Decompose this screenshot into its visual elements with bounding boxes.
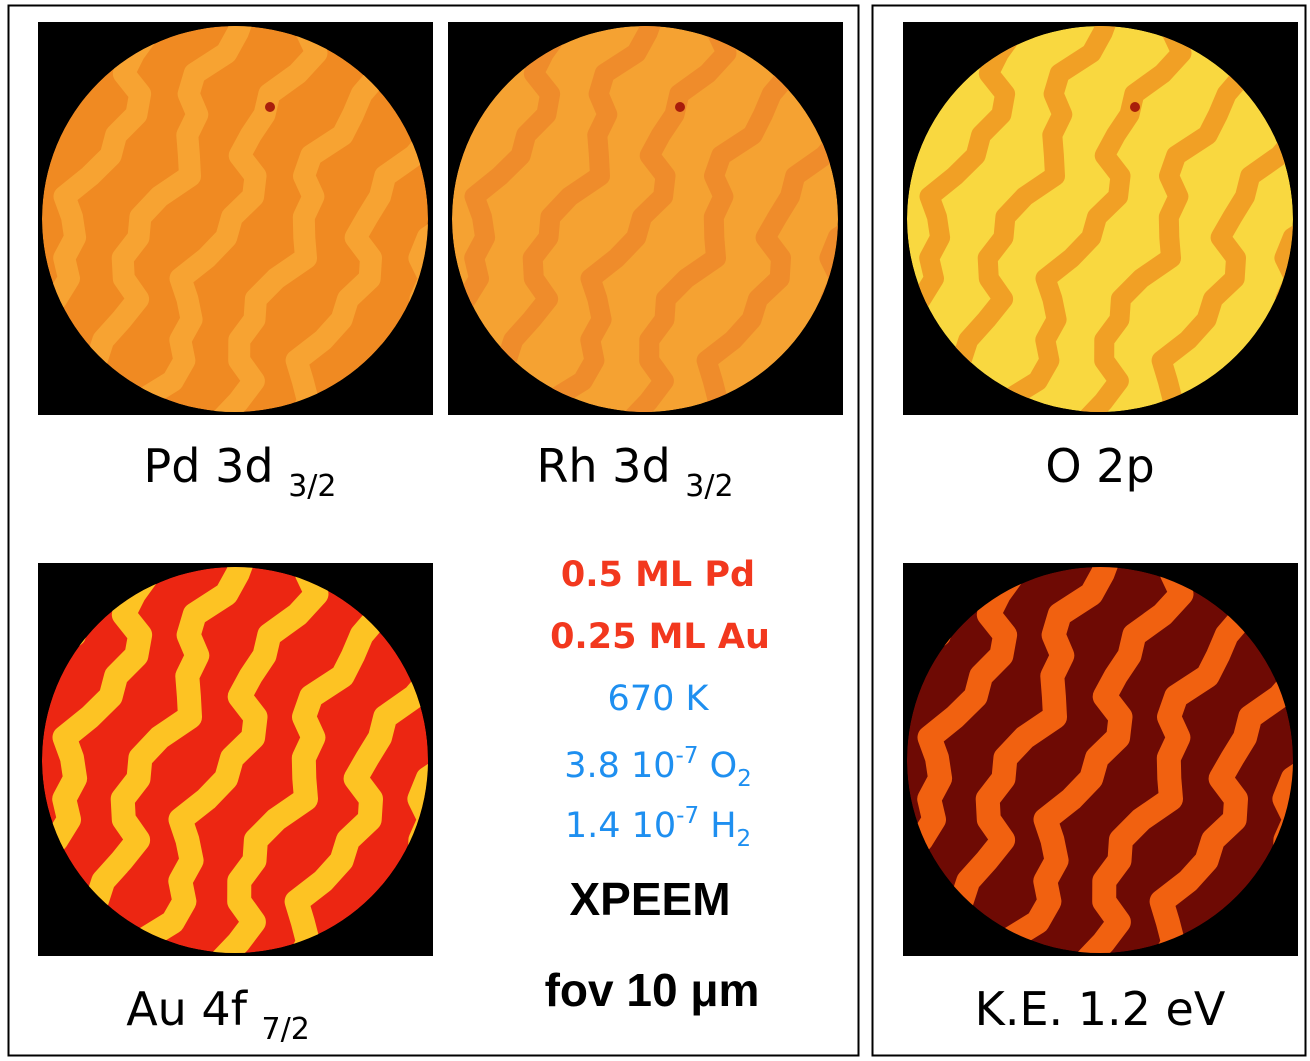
micrograph [783,12,1310,422]
coverage: 0.5 ML Pd [561,555,755,595]
field-of-view: fov 10 μm [545,964,760,1016]
micrograph [783,553,1310,963]
gas: O [710,746,738,786]
image-label: Rh 3d 3/2 [536,439,733,504]
gas: H [710,806,736,846]
image-label: K.E. 1.2 eV [975,982,1226,1036]
label: Pd 3d [144,439,274,493]
gas-subscript: 2 [737,826,752,852]
defect [675,102,685,112]
exponent: -7 [676,803,699,829]
defect [265,102,275,112]
image-label: Pd 3d 3/2 [144,439,337,504]
figure: Pd 3d 3/2 Rh 3d 3/2 O 2p Au 4f 7/2 K.E. … [0,0,1310,1061]
value: 1.4 10 [565,806,676,846]
micrograph [0,553,615,963]
subscript: 3/2 [685,469,733,504]
value: 3.8 10 [564,746,675,786]
subscript: 3/2 [288,469,336,504]
exponent: -7 [676,743,699,769]
subscript: 7/2 [262,1012,310,1047]
image-label: Au 4f 7/2 [126,982,310,1047]
label: Rh 3d [536,439,670,493]
image-label: O 2p [1045,439,1154,493]
pressure: 3.8 10-7 O2 [564,743,752,792]
temperature: 670 K [608,679,710,719]
coverage: 0.25 ML Au [550,617,770,657]
pressure: 1.4 10-7 H2 [565,803,751,852]
gas-subscript: 2 [737,766,752,792]
defect [1130,102,1140,112]
label: Au 4f [126,982,249,1036]
technique: XPEEM [569,873,730,925]
